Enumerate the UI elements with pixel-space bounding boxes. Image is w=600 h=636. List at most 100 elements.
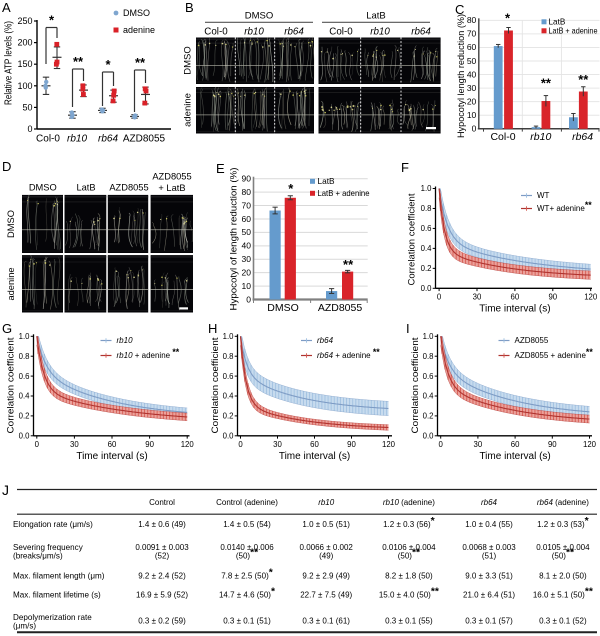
svg-text:30: 30 xyxy=(467,83,477,93)
svg-text:15.0 ± 4.0 (50)**: 15.0 ± 4.0 (50)** xyxy=(379,587,440,600)
svg-text:60: 60 xyxy=(467,42,477,52)
svg-text:rb64 (adenine): rb64 (adenine) xyxy=(537,498,589,507)
svg-text:0.4: 0.4 xyxy=(421,244,433,253)
svg-text:rb64 + adenine **: rb64 + adenine ** xyxy=(317,347,380,360)
svg-text:0.0105 ± 0.004: 0.0105 ± 0.004 xyxy=(536,543,590,552)
svg-text:10: 10 xyxy=(467,110,477,120)
svg-text:9.0 ± 3.3 (51): 9.0 ± 3.3 (51) xyxy=(465,572,513,581)
svg-text:7.8 ± 2.5 (50)*: 7.8 ± 2.5 (50)* xyxy=(221,568,274,581)
svg-text:0.4: 0.4 xyxy=(19,392,31,401)
svg-text:1.0: 1.0 xyxy=(423,332,435,341)
svg-text:AZD8055: AZD8055 xyxy=(123,134,166,145)
svg-text:DMSO: DMSO xyxy=(245,10,274,21)
svg-text:Correlation coefficient: Correlation coefficient xyxy=(407,193,417,286)
svg-text:Correlation coefficient: Correlation coefficient xyxy=(410,337,420,434)
svg-text:(50)**: (50)** xyxy=(398,548,421,561)
svg-text:20: 20 xyxy=(242,268,252,278)
svg-text:J: J xyxy=(2,482,9,498)
svg-text:rb64: rb64 xyxy=(481,498,498,507)
svg-text:60: 60 xyxy=(511,293,520,302)
svg-text:50: 50 xyxy=(242,227,252,237)
svg-text:(μm/s): (μm/s) xyxy=(13,622,36,631)
svg-text:0.0091 ± 0.003: 0.0091 ± 0.003 xyxy=(135,543,189,552)
svg-text:**: ** xyxy=(73,54,84,69)
svg-text:0.6: 0.6 xyxy=(421,224,432,233)
svg-text:Max. filament lifetime (s): Max. filament lifetime (s) xyxy=(13,591,101,600)
svg-text:WT+ adenine**: WT+ adenine** xyxy=(537,200,592,213)
svg-text:rb64: rb64 xyxy=(411,27,431,38)
svg-text:LatB + adenine: LatB + adenine xyxy=(549,26,598,35)
svg-text:rb10: rb10 xyxy=(530,131,551,143)
svg-text:0.2: 0.2 xyxy=(223,412,234,421)
svg-text:Max. filament length (μm): Max. filament length (μm) xyxy=(13,572,105,581)
svg-text:Control (adenine): Control (adenine) xyxy=(216,498,278,507)
svg-text:20: 20 xyxy=(467,97,477,107)
svg-text:(49): (49) xyxy=(319,552,334,561)
svg-text:0.0106 ± 0.004: 0.0106 ± 0.004 xyxy=(382,543,436,552)
svg-text:60: 60 xyxy=(242,214,252,224)
svg-text:AZD8055 + adenine**: AZD8055 + adenine** xyxy=(515,347,594,360)
svg-text:0.4: 0.4 xyxy=(223,392,235,401)
svg-text:0.4: 0.4 xyxy=(423,392,435,401)
svg-text:0.0066 ± 0.002: 0.0066 ± 0.002 xyxy=(300,543,354,552)
svg-text:**: ** xyxy=(578,72,589,87)
svg-text:Col-0: Col-0 xyxy=(490,131,515,143)
svg-text:80: 80 xyxy=(242,187,252,197)
svg-text:E: E xyxy=(216,161,225,176)
svg-text:F: F xyxy=(401,160,409,175)
svg-text:250: 250 xyxy=(17,16,32,26)
svg-text:1.0: 1.0 xyxy=(19,332,31,341)
svg-text:1.4 ± 0.6 (49): 1.4 ± 0.6 (49) xyxy=(138,520,186,529)
svg-text:DMSO: DMSO xyxy=(123,8,150,18)
svg-text:Hypocotyl length reduction (%): Hypocotyl length reduction (%) xyxy=(456,14,466,138)
svg-text:rb64: rb64 xyxy=(98,134,118,145)
svg-text:0.6: 0.6 xyxy=(19,372,30,381)
svg-text:rb10: rb10 xyxy=(244,27,264,38)
svg-text:0.0: 0.0 xyxy=(223,432,235,441)
svg-text:**: ** xyxy=(541,76,552,91)
svg-text:0: 0 xyxy=(437,293,442,302)
svg-text:Correlation coefficient: Correlation coefficient xyxy=(210,337,220,434)
svg-text:Col-0: Col-0 xyxy=(204,27,228,38)
svg-text:0.8: 0.8 xyxy=(223,352,234,361)
svg-text:adenine: adenine xyxy=(183,93,194,127)
svg-text:30: 30 xyxy=(242,254,252,264)
svg-text:A: A xyxy=(2,0,11,15)
svg-text:0: 0 xyxy=(27,124,32,134)
svg-text:150: 150 xyxy=(17,59,32,69)
svg-text:0: 0 xyxy=(246,294,251,304)
svg-text:AZD8055: AZD8055 xyxy=(318,302,363,314)
svg-text:0.3 ± 0.1 (52): 0.3 ± 0.1 (52) xyxy=(539,617,587,626)
svg-text:**: ** xyxy=(135,55,146,70)
svg-text:0: 0 xyxy=(238,440,243,449)
svg-text:0.8: 0.8 xyxy=(423,352,434,361)
svg-text:0: 0 xyxy=(439,440,444,449)
svg-text:rb10: rb10 xyxy=(370,27,390,38)
svg-text:Col-0: Col-0 xyxy=(329,27,353,38)
svg-text:21.0 ± 6.4 (51): 21.0 ± 6.4 (51) xyxy=(463,591,515,600)
svg-text:Time interval (s): Time interval (s) xyxy=(279,451,350,462)
svg-text:0.3 ± 0.1 (51): 0.3 ± 0.1 (51) xyxy=(223,617,271,626)
svg-text:16.0 ± 5.1 (50)**: 16.0 ± 5.1 (50)** xyxy=(533,587,594,600)
svg-text:1.4 ± 0.5 (54): 1.4 ± 0.5 (54) xyxy=(223,520,271,529)
svg-text:30: 30 xyxy=(273,440,282,449)
svg-text:1.2 ± 0.3 (56)*: 1.2 ± 0.3 (56)* xyxy=(383,516,436,529)
svg-text:40: 40 xyxy=(242,241,252,251)
svg-text:0.3 ± 0.1 (55): 0.3 ± 0.1 (55) xyxy=(385,617,433,626)
svg-text:1.0: 1.0 xyxy=(421,184,433,193)
svg-text:60: 60 xyxy=(310,440,319,449)
svg-text:*: * xyxy=(105,57,111,72)
svg-text:D: D xyxy=(2,159,11,174)
svg-text:22.7 ± 7.5 (49): 22.7 ± 7.5 (49) xyxy=(300,591,352,600)
svg-text:0.3 ± 0.1 (61): 0.3 ± 0.1 (61) xyxy=(302,617,350,626)
svg-text:*: * xyxy=(505,11,511,26)
svg-text:Time interval (s): Time interval (s) xyxy=(479,304,550,315)
svg-text:120: 120 xyxy=(181,440,195,449)
svg-text:0.2: 0.2 xyxy=(421,264,432,273)
svg-text:50: 50 xyxy=(467,56,477,66)
svg-text:rb10: rb10 xyxy=(318,498,335,507)
svg-text:rb64: rb64 xyxy=(317,336,334,345)
svg-text:0.0140 ± 0.006: 0.0140 ± 0.006 xyxy=(220,543,274,552)
svg-text:*: * xyxy=(49,13,55,28)
svg-text:*: * xyxy=(288,181,294,196)
